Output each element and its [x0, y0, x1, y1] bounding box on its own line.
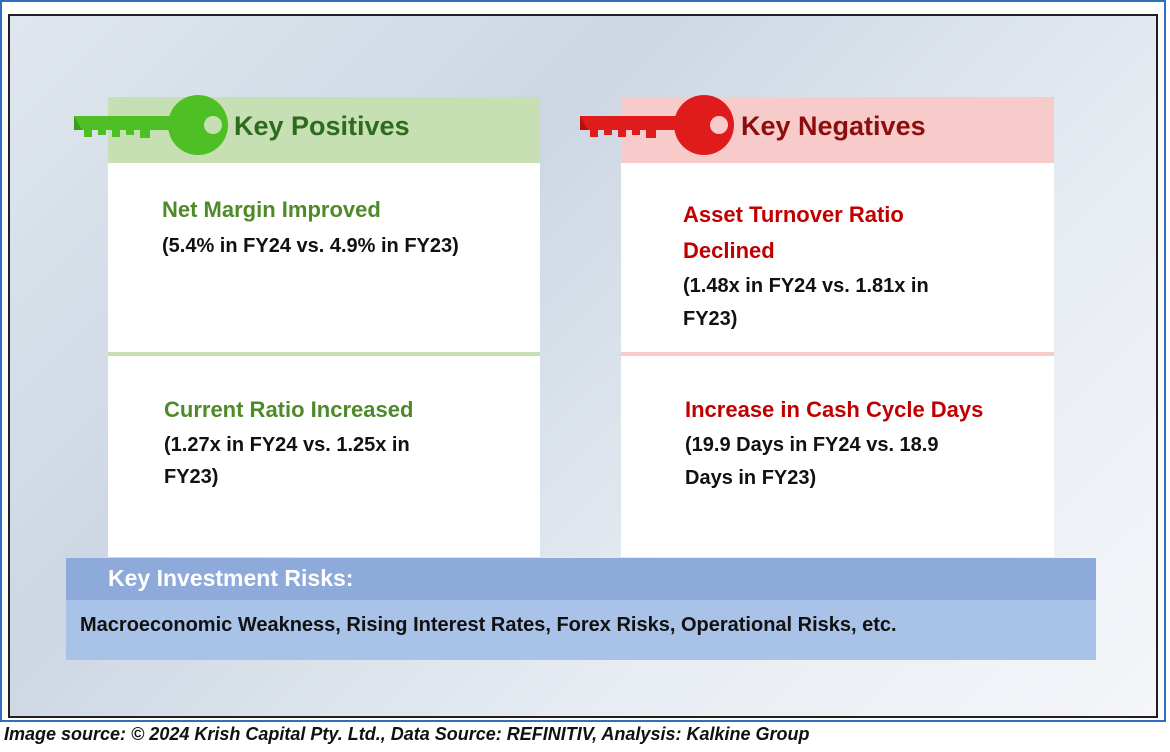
cash-cycle-title: Increase in Cash Cycle Days: [685, 397, 984, 422]
risks-title: Key Investment Risks:: [108, 565, 354, 591]
net-margin-title: Net Margin Improved: [162, 197, 381, 222]
key-investment-risks: Key Investment Risks: Macroeconomic Weak…: [66, 558, 1096, 660]
positives-divider: [108, 352, 540, 356]
key-negatives-card: Key Negatives Asset Turnover Ratio Decli…: [621, 97, 1054, 557]
asset-turnover-title-line2: Declined: [683, 238, 775, 263]
cash-cycle-detail-line1: (19.9 Days in FY24 vs. 18.9: [685, 434, 939, 456]
negatives-divider: [621, 352, 1054, 356]
asset-turnover-title-line1: Asset Turnover Ratio: [683, 202, 904, 227]
key-negatives-title: Key Negatives: [741, 111, 926, 141]
asset-turnover-detail-line2: FY23): [683, 308, 738, 330]
current-ratio-title: Current Ratio Increased: [164, 397, 414, 422]
cash-cycle-detail-line2: Days in FY23): [685, 467, 817, 489]
key-positives-title: Key Positives: [234, 111, 410, 141]
red-key-icon: [580, 95, 734, 155]
current-ratio-detail-line1: (1.27x in FY24 vs. 1.25x in: [164, 434, 410, 456]
risks-header: Key Investment Risks:: [66, 558, 1096, 600]
green-key-icon: [74, 95, 228, 155]
image-source-caption: Image source: © 2024 Krish Capital Pty. …: [4, 724, 810, 744]
key-positives-card: Key Positives Net Margin Improved (5.4% …: [108, 97, 540, 557]
current-ratio-detail-line2: FY23): [164, 466, 219, 488]
asset-turnover-detail-line1: (1.48x in FY24 vs. 1.81x in: [683, 275, 929, 297]
risks-body: Macroeconomic Weakness, Rising Interest …: [66, 600, 1096, 660]
net-margin-detail: (5.4% in FY24 vs. 4.9% in FY23): [162, 235, 459, 257]
risks-text: Macroeconomic Weakness, Rising Interest …: [80, 614, 897, 636]
outer-frame: [0, 0, 1166, 722]
